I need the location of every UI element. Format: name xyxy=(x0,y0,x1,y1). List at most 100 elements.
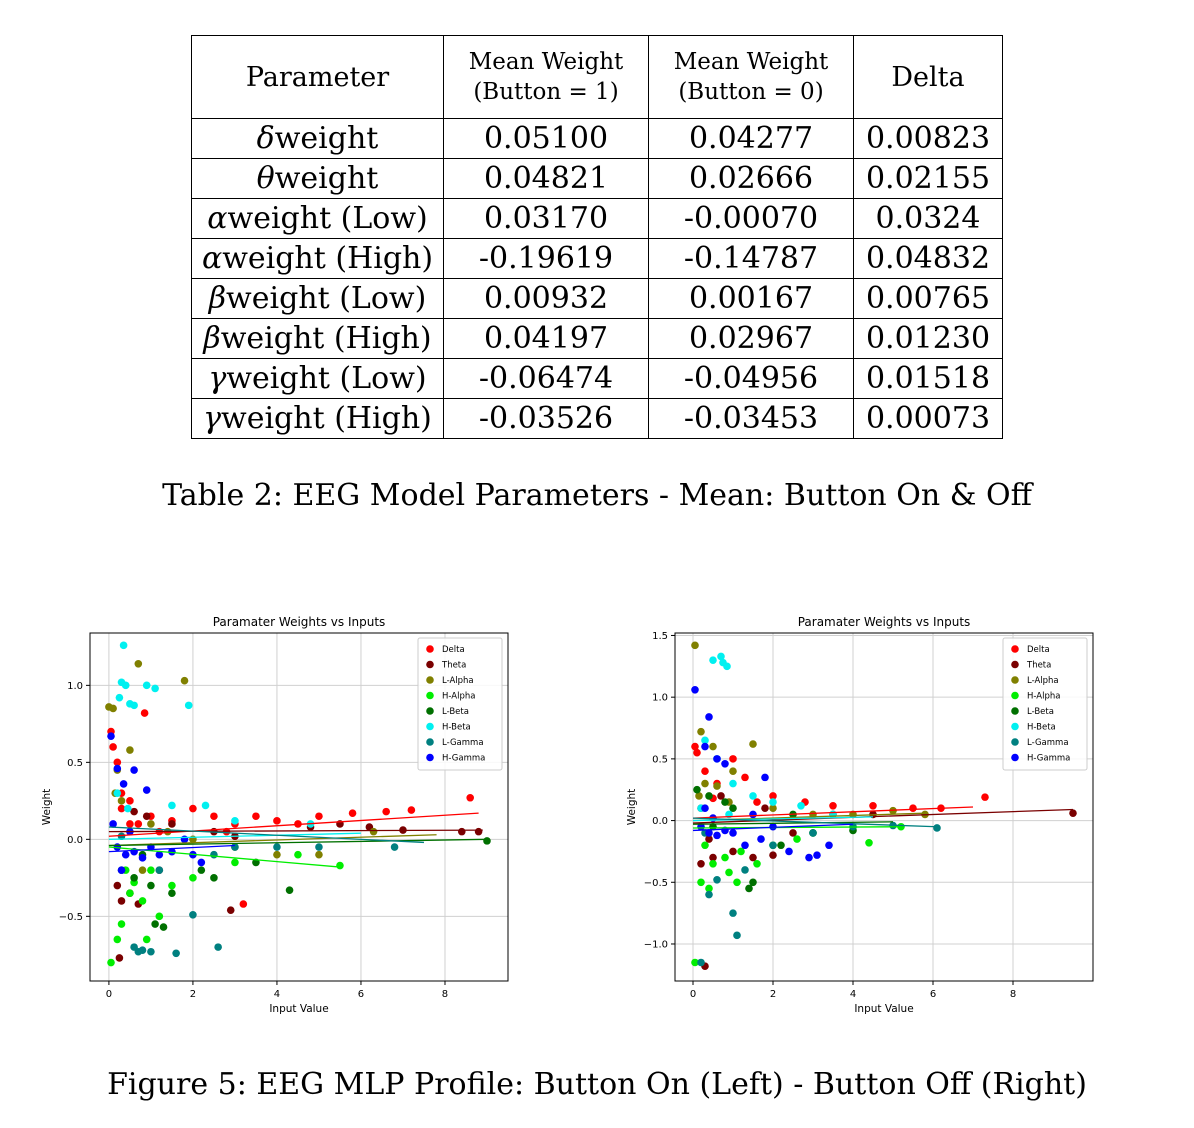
chart-1-point-h-beta xyxy=(709,656,717,664)
cell-mean-button-1: -0.03526 xyxy=(443,398,649,439)
table-header-row: Parameter Mean Weight (Button = 1) Mean … xyxy=(191,35,1003,119)
chart-0-point-h-gamma xyxy=(197,858,206,867)
param-suffix: (Low) xyxy=(339,280,427,316)
chart-0-point-h-beta xyxy=(119,641,128,650)
chart-1-point-l-beta xyxy=(705,792,713,800)
chart-0-point-theta xyxy=(117,897,126,905)
chart-svg-right: Paramater Weights vs Inputs 0 2 4 6 8 −1.0 −0.5… xyxy=(626,615,1094,1015)
chart-1-point-theta xyxy=(761,804,769,813)
chart-0-point-h-gamma xyxy=(142,786,151,794)
chart-1-point-l-gamma xyxy=(769,841,777,850)
chart-0-point-h-alpha xyxy=(336,861,344,870)
param-symbol: α xyxy=(201,240,223,276)
chart-1-point-delta xyxy=(753,798,761,806)
param-suffix: (Low) xyxy=(340,200,428,236)
chart-0-point-delta xyxy=(382,807,390,816)
chart-0-point-delta xyxy=(273,817,281,825)
chart-0-point-h-gamma xyxy=(130,766,138,774)
param-suffix: (High) xyxy=(334,400,432,436)
chart-0-legend-marker-theta xyxy=(426,660,434,669)
chart-1-trend-line-l-beta xyxy=(692,821,894,825)
chart-1-y-tick-label: 0.5 xyxy=(652,754,668,765)
chart-1-legend-marker-theta xyxy=(1011,660,1019,669)
chart-1-point-theta xyxy=(697,859,705,868)
param-symbol: θ xyxy=(256,160,275,196)
param-symbol: α xyxy=(207,200,228,236)
chart-0-point-h-alpha xyxy=(117,920,126,928)
chart-0-point-l-gamma xyxy=(231,843,239,851)
param-subscript: weight xyxy=(221,400,325,436)
chart-0-point-l-alpha xyxy=(126,746,134,754)
chart-0-point-h-gamma xyxy=(155,850,164,859)
table-row: γweight (Low) -0.06474 -0.04956 0.01518 xyxy=(191,358,1003,399)
chart-1-x-tick-label: 6 xyxy=(930,989,936,1000)
chart-1-legend-marker-h-alpha xyxy=(1011,691,1019,700)
chart-1-point-delta xyxy=(829,801,837,810)
chart-0-point-l-beta xyxy=(197,866,206,874)
chart-1-y-tick-label: 1.0 xyxy=(652,693,668,704)
cell-parameter: δweight xyxy=(191,118,444,159)
chart-0-point-l-beta xyxy=(168,889,176,898)
chart-0-point-h-alpha xyxy=(147,866,155,874)
chart-1-trend-line-h-beta xyxy=(692,816,874,822)
chart-1-point-l-beta xyxy=(749,878,757,887)
chart-0-point-h-alpha xyxy=(107,958,115,967)
chart-1-point-l-beta xyxy=(729,804,737,813)
chart-0-x-tick-label: 4 xyxy=(274,989,280,1000)
cell-mean-button-0: 0.00167 xyxy=(648,278,854,319)
cell-parameter: γweight (Low) xyxy=(191,358,444,399)
chart-0-y-tick-label: −0.5 xyxy=(59,912,83,923)
chart-0-point-theta xyxy=(457,827,466,836)
chart-0-point-delta xyxy=(126,797,134,805)
chart-1-point-h-beta xyxy=(723,662,731,671)
chart-1-point-h-alpha xyxy=(725,868,733,877)
chart-1-point-h-alpha xyxy=(705,884,713,893)
chart-1-point-theta xyxy=(749,853,757,862)
chart-0-x-tick-label: 2 xyxy=(190,989,196,1000)
cell-delta: 0.00073 xyxy=(853,398,1003,439)
chart-1-point-h-gamma xyxy=(705,713,713,721)
param-subscript: weight xyxy=(274,120,379,156)
chart-1-point-h-beta xyxy=(717,652,725,661)
chart-1-point-l-beta xyxy=(745,884,753,893)
chart-1-point-h-gamma xyxy=(813,851,821,859)
cell-mean-button-0: -0.03453 xyxy=(648,398,854,439)
chart-0-point-h-beta xyxy=(115,693,124,702)
chart-1-y-tick-label: −0.5 xyxy=(644,878,668,889)
chart-0-legend-marker-delta xyxy=(426,645,434,653)
chart-1-point-h-gamma xyxy=(713,755,721,763)
chart-1-point-h-gamma xyxy=(825,841,833,850)
chart-1-point-theta xyxy=(769,851,777,859)
param-subscript: weight xyxy=(226,280,330,316)
chart-1-trend-line-l-gamma xyxy=(692,817,938,828)
chart-1-point-delta xyxy=(741,773,749,782)
chart-0-point-delta xyxy=(126,820,134,828)
chart-0-point-l-alpha xyxy=(138,866,147,874)
chart-1-point-h-beta xyxy=(701,736,709,745)
chart-1-legend-marker-h-gamma xyxy=(1011,753,1019,762)
param-subscript: weight xyxy=(226,360,330,396)
chart-0-point-theta xyxy=(168,820,176,828)
chart-0-point-h-gamma xyxy=(168,847,176,856)
chart-0-point-l-alpha xyxy=(369,827,378,836)
chart-0-point-theta xyxy=(115,954,124,962)
chart-0-point-l-gamma xyxy=(155,866,164,874)
chart-svg-left: Paramater Weights vs Inputs 0 2 4 6 8 −0.5 0.0 0… xyxy=(41,615,509,1015)
chart-1-legend-marker-l-gamma xyxy=(1011,738,1019,746)
chart-0-point-h-beta xyxy=(184,701,193,710)
table-row: θweight 0.04821 0.02666 0.02155 xyxy=(191,158,1003,199)
chart-0-y-tick-label: 1.0 xyxy=(67,681,83,692)
cell-delta: 0.04832 xyxy=(853,238,1003,279)
chart-1-point-h-alpha xyxy=(691,958,699,967)
chart-0-point-h-gamma xyxy=(138,854,147,862)
scatter-plot-button-on: Paramater Weights vs Inputs 0 2 4 6 8 −0.5 0.0 0… xyxy=(40,608,520,1028)
chart-1-point-delta xyxy=(909,804,917,813)
cell-mean-button-1: 0.00932 xyxy=(443,278,649,319)
param-symbol: δ xyxy=(256,120,275,156)
chart-1-point-l-gamma xyxy=(733,931,741,940)
chart-0-point-l-beta xyxy=(210,874,218,882)
chart-1-point-l-alpha xyxy=(695,792,703,800)
chart-0-legend-marker-h-beta xyxy=(426,722,434,731)
chart-1-point-delta xyxy=(701,767,709,776)
chart-0-point-l-beta xyxy=(151,920,159,928)
